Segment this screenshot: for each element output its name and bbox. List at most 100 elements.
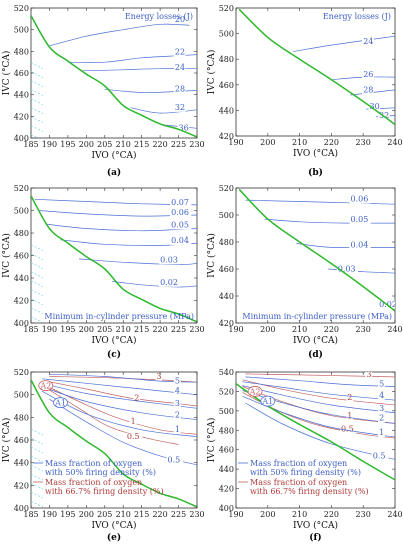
y-tick-label: 440 [14, 459, 29, 468]
blue-contour-label: 0.06 [350, 195, 368, 204]
marker-a1-circle [260, 395, 276, 407]
red-contour-label-bg [129, 418, 137, 427]
blue-contour-line [328, 268, 395, 274]
y-axis-label: IVC (°CA) [206, 233, 217, 278]
plot-frame [235, 187, 396, 324]
y-tick-label: 500 [219, 211, 234, 220]
blue-contour-label-bg [173, 426, 181, 435]
blue-contour-label-bg [166, 456, 183, 465]
blue-contour-line [49, 373, 197, 383]
y-tick-label: 520 [14, 184, 29, 193]
x-tick-label: 240 [387, 138, 402, 147]
blue-contour-label: 0.06 [171, 208, 189, 217]
x-tick-label: 200 [79, 510, 94, 519]
blue-contour-label: 32 [175, 103, 185, 112]
marker-a2-label: A2 [249, 387, 261, 396]
y-axis-label: IVC (°CA) [206, 50, 217, 95]
blue-contour-line [264, 218, 395, 224]
blue-contour-label-bg [170, 198, 192, 207]
plot-frame [30, 7, 198, 139]
x-tick-label: 230 [356, 325, 371, 334]
blue-contour-label: 32 [379, 111, 389, 120]
y-tick-label: 480 [219, 238, 234, 247]
y-tick-label: 440 [14, 91, 29, 100]
red-contour-label-bg [125, 432, 143, 441]
red-contour-line [245, 373, 395, 378]
legend-blue-line1: Mass fraction of oxygen [250, 459, 347, 468]
blue-contour-label-bg [159, 256, 181, 265]
y-tick-label: 420 [219, 485, 234, 494]
blue-contour-label: 0.02 [160, 278, 178, 287]
y-tick-label: 420 [219, 319, 234, 328]
blue-contour-label: 24 [363, 37, 373, 46]
blue-contour-line [104, 88, 197, 93]
y-tick-label: 500 [219, 30, 234, 39]
red-contour-line [45, 380, 197, 407]
legend-blue-line2: with 50% firing density (%) [45, 468, 156, 477]
x-tick-label: 225 [171, 325, 186, 334]
blue-contour-label: 0.03 [338, 265, 356, 274]
blue-contour-label-bg [349, 195, 371, 204]
red-contour-label-bg [339, 425, 357, 434]
red-contour-label: 1 [347, 412, 352, 421]
blue-contour-label: 0.03 [160, 255, 178, 264]
y-tick-label: 400 [219, 504, 234, 513]
blue-contour-label: 5 [175, 376, 180, 385]
red-contour-label: 3 [156, 372, 161, 381]
panel-tag: (e) [107, 532, 121, 543]
x-tick-label: 230 [356, 510, 371, 519]
blue-contour-line [42, 382, 197, 409]
blue-contour-line [45, 223, 197, 232]
x-tick-label: 230 [189, 510, 204, 519]
x-tick-label: 240 [387, 510, 402, 519]
blue-contour-label: 3 [379, 404, 384, 413]
blue-contour-line [245, 376, 395, 387]
x-tick-label: 200 [260, 510, 275, 519]
blue-contour-label-bg [173, 63, 186, 72]
x-tick-label: 220 [324, 510, 339, 519]
y-tick-label: 480 [219, 55, 234, 64]
blue-contour-label-bg [173, 400, 181, 408]
y-tick-label: 420 [14, 297, 29, 306]
x-tick-label: 210 [292, 138, 307, 147]
blue-contour-label-bg [378, 404, 385, 413]
blue-contour-label-bg [378, 392, 385, 401]
y-tick-label: 480 [14, 413, 29, 422]
x-tick-label: 210 [292, 510, 307, 519]
y-tick-label: 420 [14, 481, 29, 490]
y-tick-label: 520 [14, 368, 29, 377]
x-tick-label: 215 [134, 510, 149, 519]
blue-contour-label-bg [362, 86, 374, 95]
blue-contour-label: 0.07 [171, 198, 189, 207]
panel-tag: (b) [308, 167, 323, 178]
x-tick-label: 190 [228, 325, 243, 334]
legend-red-line1: Mass fraction of oxygen [45, 478, 142, 487]
panel-tag: (c) [107, 349, 121, 360]
x-tick-label: 220 [152, 140, 167, 149]
y-tick-label: 440 [219, 465, 234, 474]
y-tick-label: 460 [219, 81, 234, 90]
y-axis-label: IVC (°CA) [1, 233, 12, 278]
blue-contour-label-bg [173, 48, 186, 57]
blue-contour-line [242, 390, 395, 424]
contour-group: 20 22 24 28 32 36 [31, 15, 197, 138]
blue-contour-label-bg [173, 16, 186, 25]
y-tick-label: 480 [219, 426, 234, 435]
blue-contour-line [41, 386, 197, 420]
x-tick-label: 190 [42, 325, 57, 334]
red-contour-label-bg [346, 412, 354, 421]
y-tick-label: 460 [14, 69, 29, 78]
y-tick-label: 400 [14, 134, 29, 143]
y-tick-label: 400 [14, 504, 29, 513]
y-tick-label: 440 [14, 274, 29, 283]
blue-contour-line [293, 35, 395, 52]
x-tick-label: 190 [228, 510, 243, 519]
x-tick-label: 230 [189, 140, 204, 149]
blue-contour-label-bg [159, 278, 181, 287]
x-tick-label: 200 [79, 140, 94, 149]
blue-contour-line [366, 107, 395, 110]
red-contour-label: 2 [347, 393, 352, 402]
